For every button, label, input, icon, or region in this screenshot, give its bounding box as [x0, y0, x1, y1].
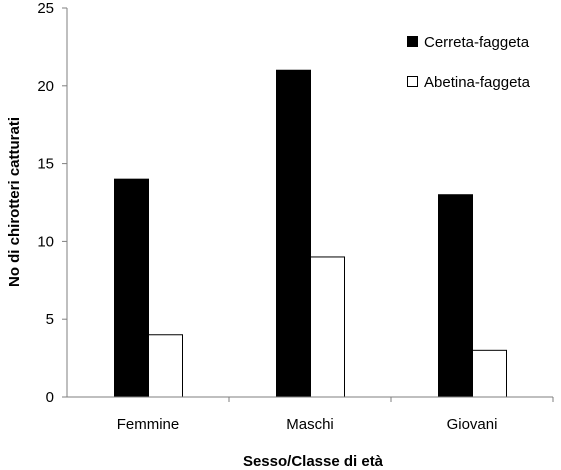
bars — [114, 69, 507, 398]
y-tick-label: 0 — [46, 389, 54, 406]
x-axis-title: Sesso/Classe di età — [243, 453, 384, 470]
bar-abetina-faggeta-femmine — [148, 334, 183, 398]
bar-cerreta-faggeta-femmine — [114, 178, 149, 398]
legend-label-abetina-faggeta: Abetina-faggeta — [424, 74, 531, 91]
y-tick-label: 10 — [37, 233, 54, 250]
y-axis-title: No di chirotteri catturati — [6, 117, 23, 287]
bar-cerreta-faggeta-giovani — [438, 194, 473, 398]
y-tick-label: 25 — [37, 0, 54, 17]
x-tick-label: Maschi — [286, 416, 334, 433]
y-axis-ticks: 0 5 10 15 20 25 — [37, 0, 67, 406]
x-axis-tick-labels: Femmine Maschi Giovani — [117, 397, 554, 433]
y-tick-label: 20 — [37, 78, 54, 95]
bar-abetina-faggeta-giovani — [472, 349, 507, 398]
legend-swatch-abetina-faggeta — [407, 76, 418, 87]
bar-abetina-faggeta-maschi — [310, 256, 345, 398]
y-tick-label: 5 — [46, 311, 54, 328]
bar-cerreta-faggeta-maschi — [276, 69, 311, 398]
legend-swatch-cerreta-faggeta — [407, 36, 418, 47]
y-tick-label: 15 — [37, 156, 54, 173]
legend-label-cerreta-faggeta: Cerreta-faggeta — [424, 34, 530, 51]
x-tick-label: Giovani — [447, 416, 498, 433]
x-tick-label: Femmine — [117, 416, 180, 433]
legend: Cerreta-faggeta Abetina-faggeta — [407, 34, 531, 91]
